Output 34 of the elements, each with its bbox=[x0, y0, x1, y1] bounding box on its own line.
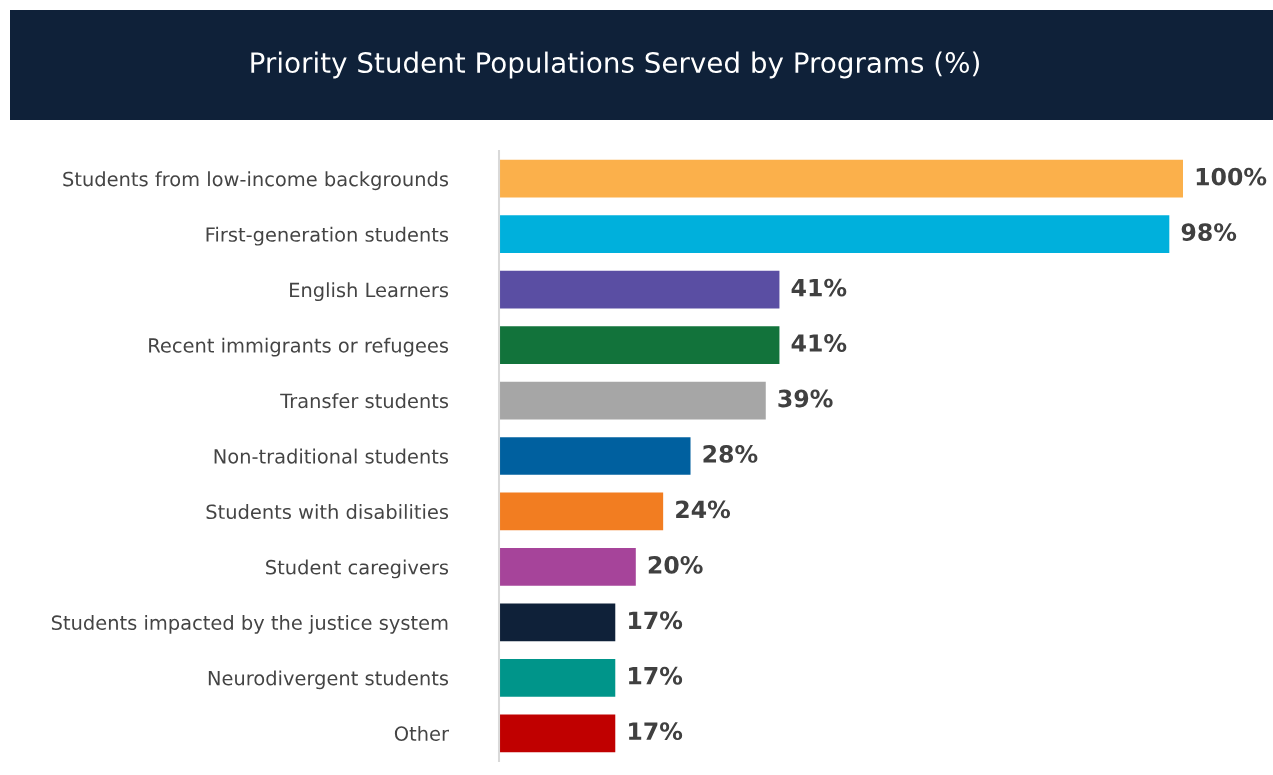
bar bbox=[499, 603, 616, 642]
data-label: 98% bbox=[1181, 223, 1237, 242]
bar bbox=[499, 381, 766, 420]
y-tick-label: Students from low-income backgrounds bbox=[63, 171, 449, 191]
bar bbox=[499, 714, 616, 753]
data-label: 17% bbox=[629, 611, 683, 630]
y-tick-label: Neurodivergent students bbox=[208, 670, 449, 690]
y-tick-label: Other bbox=[394, 725, 449, 741]
y-tick-label: Students impacted by the justice system bbox=[51, 614, 448, 634]
data-label: 24% bbox=[676, 500, 731, 519]
bar bbox=[499, 270, 780, 309]
data-label: 41% bbox=[791, 278, 847, 297]
y-tick-label: Students with disabilities bbox=[206, 504, 449, 520]
bar bbox=[499, 215, 1170, 254]
bar bbox=[499, 437, 691, 475]
bar bbox=[499, 658, 616, 697]
data-label: 39% bbox=[778, 389, 833, 408]
y-tick-label: Student caregivers bbox=[266, 559, 449, 579]
y-tick-label: Recent immigrants or refugees bbox=[149, 337, 449, 357]
data-label: 20% bbox=[648, 555, 703, 574]
y-tick-label: Transfer students bbox=[280, 393, 449, 409]
bar bbox=[499, 159, 1183, 198]
y-tick-label: English Learners bbox=[290, 282, 449, 302]
chart-title: Priority Student Populations Served by Programs (%) bbox=[251, 51, 979, 79]
data-label: 17% bbox=[629, 666, 683, 685]
y-tick-label: First-generation students bbox=[206, 226, 449, 246]
data-label: 100% bbox=[1196, 167, 1267, 186]
y-tick-label: Non-traditional students bbox=[214, 448, 449, 464]
data-label: 28% bbox=[703, 444, 758, 463]
bar bbox=[499, 492, 664, 531]
bar bbox=[499, 326, 780, 364]
data-label: 17% bbox=[629, 722, 683, 741]
data-label: 41% bbox=[791, 334, 847, 352]
bar bbox=[499, 548, 636, 586]
